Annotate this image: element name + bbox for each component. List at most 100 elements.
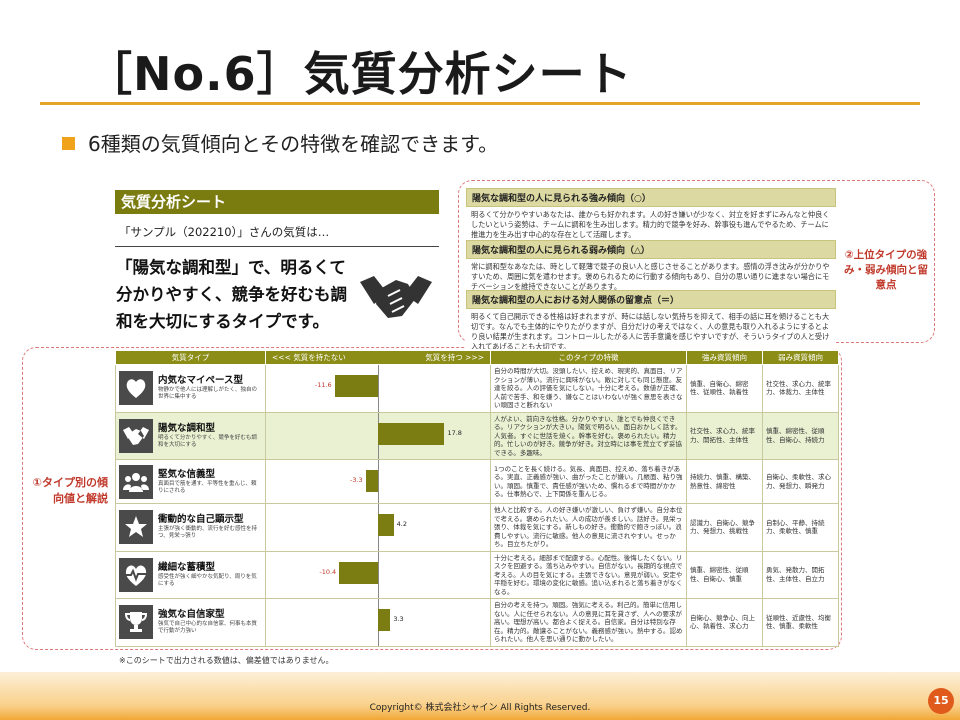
type-name: 内気なマイペース型 (158, 375, 244, 387)
feature-cell: 自分の考えを持つ。頑固。強気に考える。利己的。簡単に信用しない。人に任せられない… (490, 598, 687, 647)
score-bar (334, 375, 378, 397)
score-bar (339, 561, 378, 584)
type-cell: 繊細な蓄積型 感受性が強く細やかな気配り、周りを気にする (115, 550, 266, 599)
type-description: 物静かで他人には理解しがたく、独自の世界に集中する (158, 387, 258, 401)
type-name: 衝動的な自己顕示型 (158, 514, 244, 526)
weaknesses-cell: 従順性、近慮性、均衡性、慎重、柔軟性 (762, 598, 839, 647)
weaknesses-cell: 社交性、求心力、統率力、体裁力、主体性 (762, 364, 839, 413)
score-cell: 17.8 (265, 411, 491, 460)
sheet-header: 気質分析シート (115, 190, 439, 214)
group-icon (119, 464, 153, 499)
title-underline (40, 102, 920, 105)
score-cell: 4.2 (265, 503, 491, 552)
feature-cell: 十分に考える。細部まで配慮する。心配性。後悔したくない。リスクを回避する。落ち込… (490, 550, 687, 599)
relationship-heading: 陽気な調和型の人における対人関係の留意点（＝） (466, 290, 836, 309)
slide-title: ［No.6］気質分析シート (86, 47, 633, 101)
score-axis (378, 460, 379, 503)
header-strengths: 強み資質傾向 (686, 350, 763, 365)
feature-cell: 人がよい、前向きな性格。分かりやすい、誰とでも仲良くできる。リアクションが大きい… (490, 411, 687, 460)
score-bar (378, 609, 391, 631)
type-cell: 内気なマイペース型 物静かで他人には理解しがたく、独自の世界に集中する (115, 364, 266, 413)
handshake-icon (358, 268, 434, 326)
star-gem-icon (119, 510, 153, 545)
strengths-cell: 認識力、自衛心、競争力、発想力、挑戦性 (686, 503, 763, 552)
weaknesses-cell: 勇気、発散力、開拓性、主体性、自立力 (762, 550, 839, 599)
score-axis (378, 551, 379, 598)
table-row: 堅気な信義型 真面目で筋を通す、平等性を重んじ、頼りにされる -3.3 1つのこ… (115, 459, 839, 504)
type-cell: 陽気な調和型 明るくて分かりやすく、競争を好むも調和を大切にする (115, 411, 266, 460)
score-cell: 3.3 (265, 598, 491, 647)
header-no-temperament: <<< 気質を持たない (272, 353, 346, 362)
header-scale: <<< 気質を持たない 気質を持つ >>> (265, 350, 491, 365)
header-weaknesses: 弱み資質傾向 (762, 350, 839, 365)
heartbeat-icon (119, 557, 153, 592)
score-cell: -10.4 (265, 550, 491, 599)
table-callout-frame (22, 347, 842, 650)
copyright: Copyright© 株式会社シャイン All Rights Reserved. (369, 703, 591, 713)
strengths-cell: 自衛心、競争心、向上心、執着性、求心力 (686, 598, 763, 647)
type-name: 繊細な蓄積型 (158, 561, 216, 573)
feature-cell: 他人と比較する。人の好き嫌いが激しい、負けず嫌い。自分本位で考える。褒められたい… (490, 503, 687, 552)
score-value: 4.2 (396, 520, 408, 528)
score-cell: -3.3 (265, 459, 491, 504)
strength-panel: 陽気な調和型の人に見られる強み傾向（○） 明るくて分かりやすいあなたは、誰からも… (466, 188, 836, 238)
strengths-cell: 慎重、綿密性、従順性、自衛心、慎重 (686, 550, 763, 599)
table-header-row: 気質タイプ <<< 気質を持たない 気質を持つ >>> このタイプの特徴 強み資質… (115, 350, 839, 365)
bullet-marker (62, 137, 75, 150)
bullet-text: 6種類の気質傾向とその特徴を確認できます。 (88, 132, 499, 156)
score-value: -3.3 (350, 476, 363, 484)
strengths-cell: 持続力、慎重、構築、熱意性、綿密性 (686, 459, 763, 504)
table-row: 内気なマイペース型 物静かで他人には理解しがたく、独自の世界に集中する -11.… (115, 364, 839, 413)
type-cell: 強気な自信家型 強気で自己中心的な自信家、何事も本質で行動が力強い (115, 598, 266, 647)
trophy-icon (119, 605, 153, 640)
score-bar (365, 470, 378, 492)
type-cell: 堅気な信義型 真面目で筋を通す、平等性を重んじ、頼りにされる (115, 459, 266, 504)
handshake-icon (119, 418, 153, 453)
strength-body: 明るくて分かりやすいあなたは、誰からも好かれます。人の好き嫌いが少なく、対立を好… (471, 210, 830, 238)
type-description: 主張が強く衝動的、流行を好む感性を持つ、見栄っ張り (158, 526, 258, 540)
score-value: -11.6 (314, 381, 332, 389)
type-description: 強気で自己中心的な自信家、何事も本質で行動が力強い (158, 621, 258, 635)
score-axis (378, 365, 379, 412)
weaknesses-cell: 自制心、平静、持続力、柔軟性、慎重 (762, 503, 839, 552)
table-body: 内気なマイペース型 物静かで他人には理解しがたく、独自の世界に集中する -11.… (115, 364, 839, 647)
weaknesses-cell: 慎重、綿密性、従順性、自衛心、持続力 (762, 411, 839, 460)
score-cell: -11.6 (265, 364, 491, 413)
weakness-panel: 陽気な調和型の人に見られる弱み傾向（△） 常に調和型なあなたは、時として軽薄で競… (466, 240, 836, 290)
score-bar (378, 514, 394, 536)
score-value: -10.4 (319, 567, 337, 576)
table-row: 陽気な調和型 明るくて分かりやすく、競争を好むも調和を大切にする 17.8 人が… (115, 411, 839, 460)
header-features: このタイプの特徴 (490, 350, 687, 365)
footnote: ※このシートで出力される数値は、偏差値ではありません。 (119, 656, 334, 665)
header-has-temperament: 気質を持つ >>> (425, 353, 484, 362)
score-value: 17.8 (447, 428, 462, 437)
weaknesses-cell: 自衛心、柔軟性、求心力、発想力、瞬発力 (762, 459, 839, 504)
strengths-cell: 社交性、求心力、統率力、開拓性、主体性 (686, 411, 763, 460)
header-type: 気質タイプ (115, 350, 266, 365)
heart-head-icon (119, 371, 153, 406)
table-row: 強気な自信家型 強気で自己中心的な自信家、何事も本質で行動が力強い 3.3 自分… (115, 598, 839, 647)
type-name: 強気な自信家型 (158, 609, 225, 621)
table-row: 繊細な蓄積型 感受性が強く細やかな気配り、周りを気にする -10.4 十分に考え… (115, 550, 839, 599)
type-description: 真面目で筋を通す、平等性を重んじ、頼りにされる (158, 480, 257, 494)
score-value: 3.3 (393, 615, 404, 623)
relationship-panel: 陽気な調和型の人における対人関係の留意点（＝） 明るくて自己開示できる性格は好ま… (466, 290, 836, 349)
type-cell: 衝動的な自己顕示型 主張が強く衝動的、流行を好む感性を持つ、見栄っ張り (115, 503, 266, 552)
type-name: 堅気な信義型 (158, 468, 216, 480)
table-row: 衝動的な自己顕示型 主張が強く衝動的、流行を好む感性を持つ、見栄っ張り 4.2 … (115, 503, 839, 552)
page-number: 15 (928, 688, 954, 714)
type-description: 感受性が強く細やかな気配り、周りを気にする (158, 573, 257, 587)
weakness-heading: 陽気な調和型の人に見られる弱み傾向（△） (466, 240, 836, 259)
callout-strengths: ②上位タイプの強み・弱み傾向と留意点 (844, 249, 928, 291)
score-bar (378, 422, 445, 445)
relationship-body: 明るくて自己開示できる性格は好まれますが、時には話しない気持ちを抑えて、相手の話… (471, 312, 830, 349)
feature-cell: 1つのことを長く続ける。気長、真面目、控えめ、落ち着きがある。実直、正義感が強い… (490, 459, 687, 504)
type-description: 明るくて分かりやすく、競争を好むも調和を大切にする (158, 434, 257, 448)
footer-band (0, 672, 960, 720)
feature-cell: 自分の時間が大切。没頭したい、控えめ、現実的、真面目、リアクションが薄い。流行に… (490, 364, 687, 413)
weakness-body: 常に調和型なあなたは、時として軽薄で競子の良い人と感じさせることがあります。感情… (471, 262, 830, 290)
sheet-subtitle: 「サンプル（202210）」さんの気質は… (115, 218, 439, 247)
strength-heading: 陽気な調和型の人に見られる強み傾向（○） (466, 188, 836, 207)
strengths-cell: 慎重、自衛心、綿密性、従順性、執着性 (686, 364, 763, 413)
